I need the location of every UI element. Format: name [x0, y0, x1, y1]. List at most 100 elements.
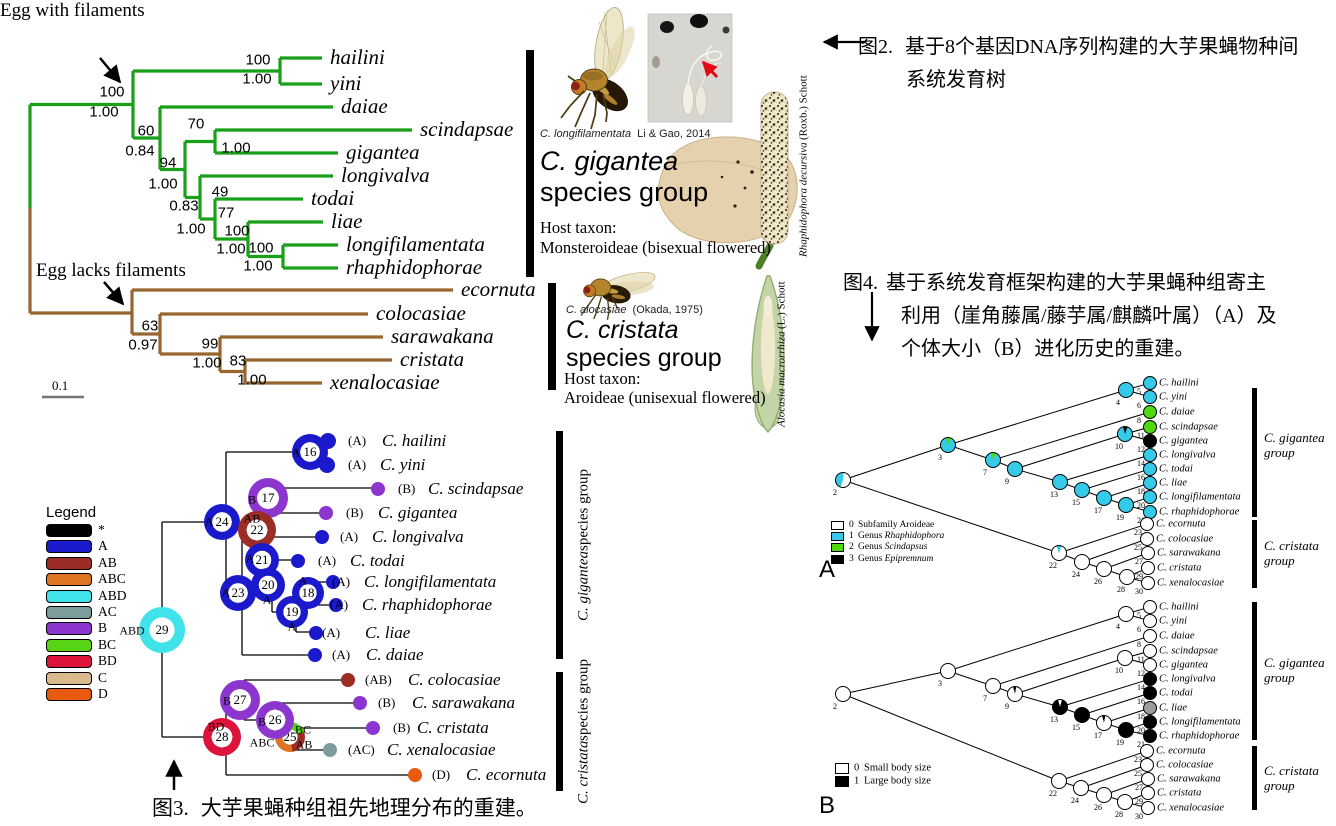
fig3-node-26: 26 [256, 701, 294, 739]
fig4-a-node-22 [1051, 545, 1067, 561]
gigantea-group-subtitle: species group [540, 177, 709, 207]
fig4-b-node-25 [1140, 758, 1154, 772]
fig4-node-number: 29 [1135, 572, 1143, 581]
fig4a-cristata-group-label: C. cristata group [1264, 538, 1319, 568]
gigantea-host-label: Host taxon: [540, 218, 617, 237]
fig2-tip-liae: liae [331, 209, 363, 233]
fig3-node-area-tag: BC [294, 722, 312, 737]
fig3-tip-name: C. gigantea [378, 503, 458, 522]
fig4-b-tip-label: C. scindapsae [1159, 645, 1218, 657]
fig4-b-node-15 [1074, 707, 1090, 723]
fig4-node-number: 14 [1137, 683, 1145, 692]
fig3-tip-dot [408, 768, 422, 782]
fig3-legend-swatch-D [46, 688, 92, 701]
fig3-tip-name: C. todai [350, 551, 405, 570]
fig2-bootstrap-value: 100 [224, 222, 250, 240]
fig2-posterior-value: 1.00 [216, 240, 246, 258]
fig3-tip-name: C. yini [380, 455, 426, 474]
fig4-legend-a-swatch [831, 554, 844, 564]
fig4-node-number: 5 [1137, 611, 1141, 620]
fig4-b-node-21 [1143, 729, 1157, 743]
fig4b-cristata-bracket [1252, 746, 1257, 810]
fig4-b-node-16 [1143, 686, 1157, 700]
fig4-legend-b-code: 0 [854, 762, 860, 774]
fig3-tip-region: (D) [432, 767, 451, 782]
fig4-legend-a-code: 2 [849, 542, 854, 553]
fig3-node-22: 22 [238, 511, 276, 549]
fig3-tip-name: C. rhaphidophorae [362, 595, 493, 614]
fig3-legend-swatch-AB [46, 556, 92, 570]
fig2-caption-number: 图2. [858, 36, 893, 58]
fig4-b-node-3 [940, 663, 956, 679]
egg-with-filaments-label: Egg with filaments [0, 0, 145, 21]
fig3-node-area-tag: BD [207, 719, 225, 734]
fig3-tip-dot [291, 554, 305, 568]
fig3-node-area-tag: A [245, 551, 255, 566]
fig3-tip-region: (A) [330, 597, 349, 612]
fig4-b-node-5 [1143, 600, 1157, 614]
rhaphidophora-photo [657, 91, 798, 270]
fig4-node-number: 7 [983, 694, 987, 703]
fig4b-gigantea-bracket [1252, 602, 1257, 740]
fig4-legend-a-swatch [831, 521, 844, 530]
fig3-node-area-tag: A [204, 514, 214, 529]
fig4-b-node-30 [1141, 801, 1155, 815]
fig3-tip-dot [341, 673, 355, 687]
fig4-a-node-20 [1143, 490, 1157, 504]
fig4-a-node-7 [985, 452, 1001, 468]
fig4-a-node-18 [1143, 476, 1157, 490]
fig3-tip-region: (AB) [365, 672, 392, 687]
fig2-posterior-value: 1.00 [237, 371, 267, 389]
fig4-node-number: 17 [1094, 506, 1102, 515]
fig3-node-27: 27 [220, 680, 260, 720]
fig4-caption-line1: 图4. 基于系统发育框架构建的大芋果蝇种组寄主 [843, 266, 1266, 295]
egg-lacks-filaments-label: Egg lacks filaments [36, 260, 186, 281]
fig4-b-tip-label: C. liae [1159, 702, 1187, 714]
fig4-b-node-6 [1143, 614, 1157, 628]
fig2-tree-branches [28, 56, 453, 385]
fig4-b-node-24 [1073, 780, 1089, 796]
fly1-species-name: C. longifilamentata [540, 128, 632, 140]
fig3-legend-swatch-B [46, 622, 92, 636]
fig3-node-area-tag: A [291, 445, 301, 460]
fig4-node-number: 22 [1049, 561, 1057, 570]
fig2-bootstrap-value: 60 [137, 122, 155, 140]
fig3-legend-label: B [98, 620, 108, 636]
fig3-cristata-group-label: C. cristata species group [572, 659, 596, 804]
fig3-legend-swatch-BC [46, 638, 92, 652]
fig3-tip-name: C. daiae [366, 645, 424, 664]
fig3-tip-dot [329, 598, 343, 612]
fig2-tip-rhaphidophorae: rhaphidophorae [346, 255, 483, 279]
fig4-legend-a-label: Genus Epipremnum [858, 553, 934, 564]
fig3-node-area-tag: A [221, 585, 231, 600]
fig2-posterior-value: 1.00 [89, 103, 119, 121]
fig4-node-number: 8 [1137, 416, 1141, 425]
fig2-tip-hailini: hailini [330, 45, 385, 69]
fig4-b-node-11 [1143, 644, 1157, 658]
fig4-node-number: 11 [1137, 655, 1145, 664]
fig4-node-number: 12 [1137, 669, 1145, 678]
gigantea-group-title: C. gigantea [540, 146, 679, 176]
fig3-tip-name: C. colocasiae [408, 670, 501, 689]
fig2-posterior-value: 1.00 [148, 175, 178, 193]
fig3-tip-region: (B) [393, 720, 411, 735]
fig2-bootstrap-value: 70 [187, 115, 205, 133]
fig4-b-tip-label: C. yini [1159, 615, 1187, 627]
fig4-node-number: 3 [938, 679, 942, 688]
fig4-a-node-11 [1143, 420, 1157, 434]
fig2-cristata-group-bracket [548, 283, 556, 390]
fig2-posterior-value: 1.00 [242, 70, 272, 88]
fig3-legend-swatch-ABC [46, 573, 92, 587]
plant1-author: (Roxb.) Schott [797, 74, 810, 140]
fig4-b-node-18 [1143, 701, 1157, 715]
fig4-b-tip-label: C. colocasiae [1156, 759, 1214, 771]
fig2-tip-gigantea: gigantea [346, 140, 420, 164]
fig3-tip-region: (B) [378, 695, 396, 710]
fig3-caption-text: 大芋果蝇种组祖先地理分布的重建。 [200, 796, 537, 820]
egg-with-filaments-arrow-icon [99, 57, 122, 84]
fig3-tip-dot [371, 482, 385, 496]
fig4-legend-a-swatch [831, 532, 844, 542]
fig4-a-tip-label: C. gigantea [1159, 435, 1208, 447]
